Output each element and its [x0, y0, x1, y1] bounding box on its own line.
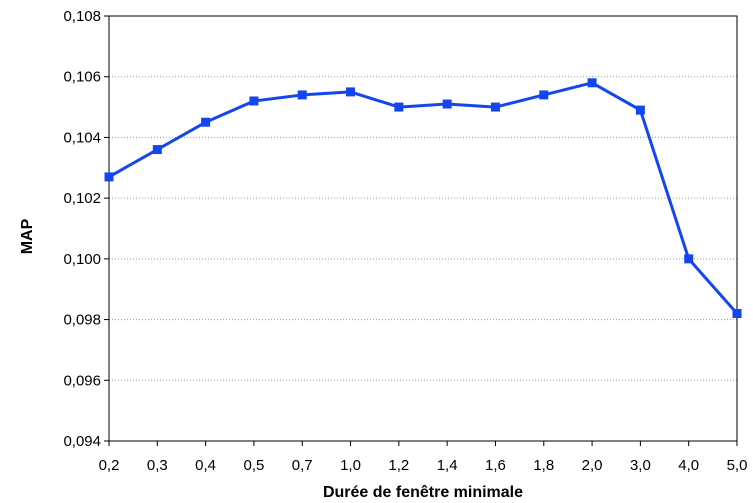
data-point	[346, 87, 356, 97]
y-tick-label: 0,094	[63, 433, 101, 450]
data-point	[104, 172, 114, 182]
series-line	[108, 81, 739, 315]
data-point	[249, 96, 259, 106]
y-tick-label: 0,096	[63, 372, 101, 389]
data-point	[394, 102, 404, 112]
x-tick-label: 0,7	[292, 457, 313, 474]
y-tick-label: 0,104	[63, 129, 101, 146]
data-point	[732, 309, 742, 318]
series-group	[104, 78, 742, 318]
plot-area	[108, 15, 738, 442]
y-tick-label: 0,102	[63, 190, 101, 207]
x-tick-label: 0,2	[99, 457, 120, 474]
x-tick-label: 2,0	[582, 457, 603, 474]
data-point	[297, 90, 307, 100]
data-point	[539, 90, 549, 100]
tick-labels: 0,094 0,096 0,098 0,100 0,102 0,104 0,106 0,108…	[63, 8, 747, 474]
data-point	[684, 254, 694, 264]
x-axis-title: Durée de fenêtre minimale	[323, 484, 523, 501]
x-tick-label: 1,2	[388, 457, 409, 474]
data-point	[635, 105, 645, 115]
data-point	[152, 145, 162, 155]
y-tick-label: 0,098	[63, 312, 101, 329]
x-tick-label: 5,0	[727, 457, 748, 474]
x-tick-label: 1,4	[437, 457, 458, 474]
x-tick-label: 0,5	[243, 457, 264, 474]
x-tick-label: 1,0	[340, 457, 361, 474]
data-point	[442, 99, 452, 109]
x-tick-label: 4,0	[678, 457, 699, 474]
y-tick-label: 0,106	[63, 69, 101, 86]
x-tick-label: 1,8	[533, 457, 554, 474]
x-tick-label: 3,0	[630, 457, 651, 474]
y-axis-title: MAP	[19, 218, 36, 254]
data-point	[587, 78, 597, 88]
data-point	[201, 117, 211, 127]
y-tick-label: 0,100	[63, 251, 101, 268]
y-tick-label: 0,108	[63, 8, 101, 25]
x-tick-label: 1,6	[485, 457, 506, 474]
x-tick-label: 0,4	[195, 457, 216, 474]
data-point	[490, 102, 500, 112]
x-tick-label: 0,3	[147, 457, 168, 474]
axes	[104, 15, 738, 446]
